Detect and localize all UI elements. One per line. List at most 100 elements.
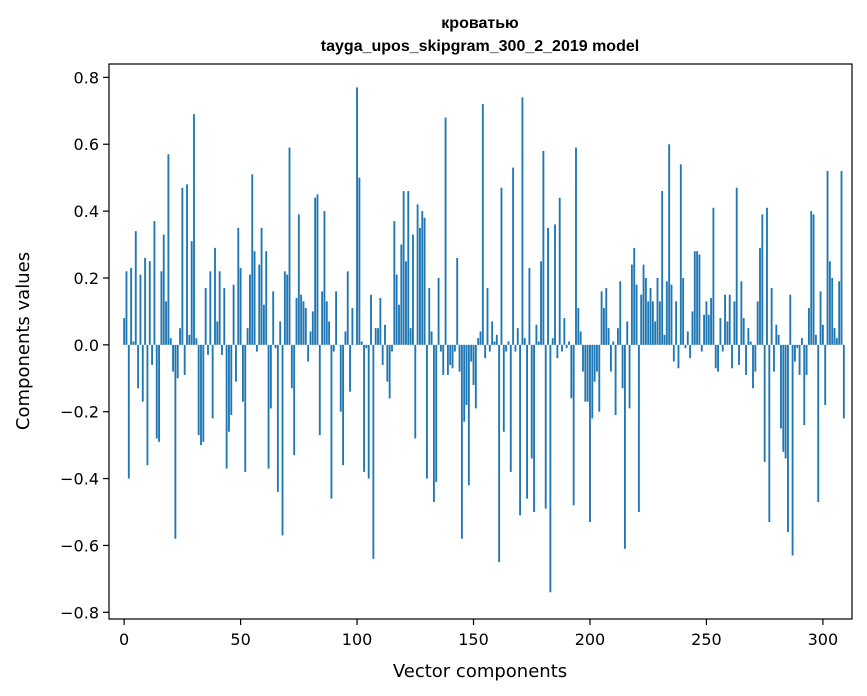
bar <box>712 207 715 345</box>
bar <box>787 344 789 533</box>
bar <box>630 264 633 345</box>
bar <box>356 87 358 345</box>
bar <box>721 344 724 352</box>
chart-subtitle: tayga_upos_skipgram_300_2_2019 model <box>321 38 639 55</box>
bar <box>838 281 841 345</box>
bar <box>551 338 554 345</box>
bar <box>775 324 778 345</box>
bar <box>419 227 421 345</box>
bar <box>663 334 666 345</box>
bar <box>158 344 161 442</box>
bar <box>430 331 433 345</box>
bar <box>300 294 303 345</box>
bar <box>810 211 813 345</box>
bar <box>761 214 764 345</box>
bar <box>262 304 265 345</box>
bar <box>463 344 466 422</box>
bar <box>230 344 233 416</box>
bar <box>391 344 393 352</box>
x-tick-label: 250 <box>691 630 722 649</box>
bar <box>616 328 619 345</box>
bar <box>589 344 591 523</box>
x-axis-ticks: 0 50 100 150 200 250 300 <box>119 619 838 649</box>
bar <box>668 144 671 345</box>
bar <box>738 344 740 365</box>
bar <box>188 334 191 345</box>
bar <box>640 294 643 345</box>
plot-frame <box>108 63 853 620</box>
x-tick-label: 150 <box>458 630 489 649</box>
bar <box>311 311 314 345</box>
bar <box>349 344 351 392</box>
bar <box>426 344 428 479</box>
bar <box>316 194 319 345</box>
bar <box>328 321 331 345</box>
y-tick-label: 0.6 <box>74 135 99 154</box>
bar <box>528 267 531 345</box>
bar <box>449 344 452 365</box>
bar <box>409 328 412 345</box>
bar <box>565 344 568 349</box>
bar <box>700 344 703 352</box>
bar <box>835 338 838 345</box>
bar <box>549 344 552 593</box>
bar <box>339 344 342 412</box>
bar <box>197 344 200 436</box>
bar <box>563 318 566 345</box>
bar <box>731 344 733 369</box>
bar <box>826 170 829 345</box>
bar <box>407 191 410 345</box>
bar <box>488 344 491 352</box>
y-tick-label: 0.0 <box>74 336 99 355</box>
bar <box>297 214 300 345</box>
bar <box>465 344 468 406</box>
bar <box>253 251 256 345</box>
bar <box>794 344 796 362</box>
bar <box>288 147 291 345</box>
y-tick-label: −0.8 <box>60 603 99 622</box>
bar <box>190 241 193 345</box>
bar <box>207 344 209 355</box>
bar <box>221 344 223 355</box>
bar <box>179 328 181 345</box>
bar <box>148 261 151 345</box>
bar <box>784 344 787 459</box>
bar <box>223 288 226 345</box>
bar <box>307 344 310 362</box>
bar <box>509 344 512 472</box>
bar <box>370 294 372 345</box>
bar <box>318 344 321 436</box>
bar <box>335 291 338 345</box>
bar <box>523 338 526 345</box>
bar <box>679 164 682 345</box>
bar <box>153 221 156 345</box>
bar <box>828 261 831 345</box>
bar <box>451 344 454 369</box>
bar <box>211 344 214 419</box>
bar <box>437 277 440 345</box>
bar <box>216 321 219 345</box>
bar <box>745 344 747 375</box>
bar <box>372 344 375 559</box>
bar <box>381 344 384 365</box>
bar <box>719 318 722 345</box>
bar <box>621 344 624 389</box>
bar <box>728 294 731 345</box>
bar <box>323 211 326 345</box>
bar <box>591 344 594 419</box>
bar <box>467 344 470 486</box>
bar <box>244 344 247 472</box>
bar <box>165 301 167 345</box>
bar <box>139 274 142 345</box>
bar <box>651 301 654 345</box>
y-tick-label: −0.6 <box>60 536 99 555</box>
x-tick-label: 300 <box>808 630 839 649</box>
bar <box>342 344 345 466</box>
bar <box>486 288 489 345</box>
bars <box>123 87 845 593</box>
bar <box>395 274 398 345</box>
bar <box>151 344 154 365</box>
bar <box>544 344 547 509</box>
bar <box>642 264 645 345</box>
